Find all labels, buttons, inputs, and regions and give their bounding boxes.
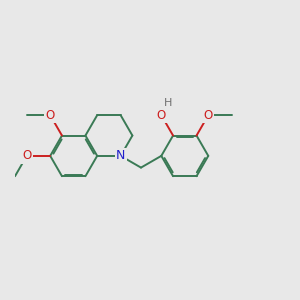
Text: O: O [157,109,166,122]
Text: N: N [116,149,125,162]
Text: O: O [204,109,213,122]
Text: O: O [22,149,32,162]
Text: O: O [46,109,55,122]
Text: H: H [164,98,172,108]
